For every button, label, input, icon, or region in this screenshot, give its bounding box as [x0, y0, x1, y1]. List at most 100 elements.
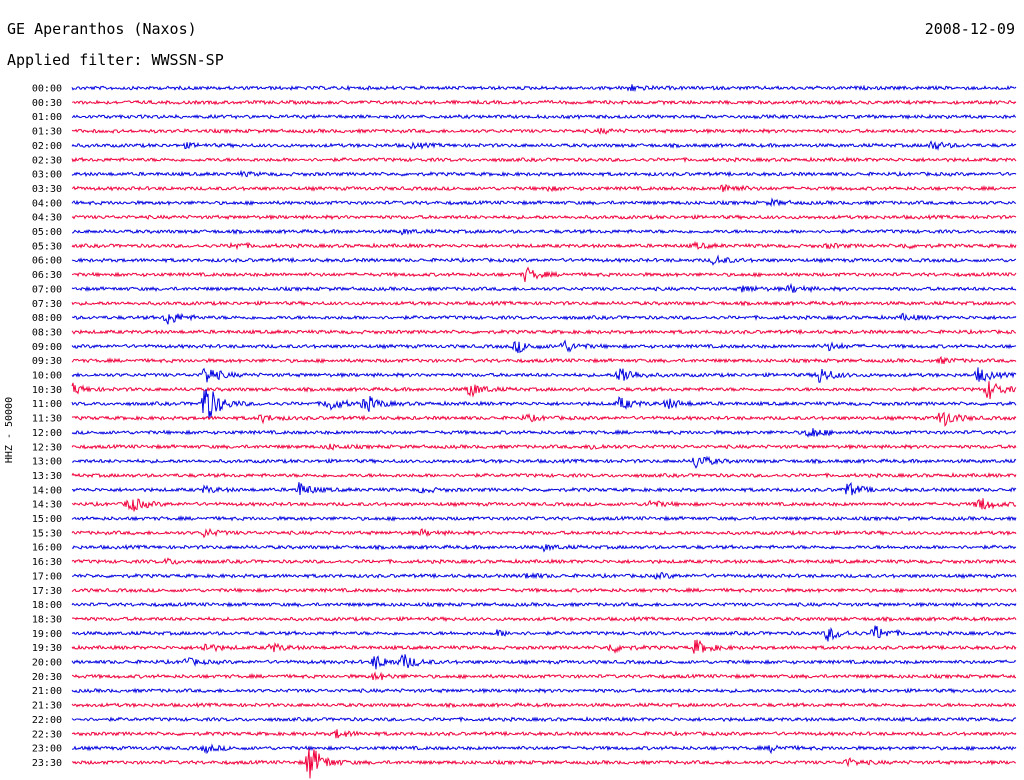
- trace-02-00: [71, 140, 1017, 151]
- time-label-03-00: 03:00: [32, 170, 62, 181]
- trace-05-30: [71, 240, 1017, 251]
- trace-21-30: [71, 701, 1017, 709]
- time-label-00-30: 00:30: [32, 98, 62, 109]
- time-label-21-00: 21:00: [32, 686, 62, 697]
- trace-03-30: [71, 183, 1017, 193]
- trace-17-00: [71, 571, 1017, 581]
- trace-09-30: [71, 355, 1017, 365]
- time-label-09-00: 09:00: [32, 342, 62, 353]
- time-label-17-00: 17:00: [32, 571, 62, 582]
- record-date: 2008-12-09: [924, 20, 1015, 38]
- time-label-02-30: 02:30: [32, 155, 62, 166]
- trace-20-30: [71, 671, 1017, 681]
- time-label-group: 00:00 00:30 01:00 01:30 02:00 02:30 03:00 03:30…: [32, 84, 62, 769]
- time-label-12-30: 12:30: [32, 442, 62, 453]
- trace-05-00: [71, 228, 1017, 236]
- trace-14-00: [71, 481, 1017, 496]
- time-label-18-00: 18:00: [32, 600, 62, 611]
- time-label-20-30: 20:30: [32, 672, 62, 683]
- trace-04-30: [71, 213, 1017, 221]
- trace-23-00: [71, 743, 1017, 755]
- time-label-13-00: 13:00: [32, 457, 62, 468]
- time-label-19-00: 19:00: [32, 629, 62, 640]
- time-label-05-00: 05:00: [32, 227, 62, 238]
- trace-01-00: [71, 113, 1017, 120]
- time-label-23-00: 23:00: [32, 744, 62, 755]
- time-label-04-00: 04:00: [32, 198, 62, 209]
- trace-18-30: [71, 615, 1017, 623]
- time-label-11-00: 11:00: [32, 399, 62, 410]
- time-label-22-30: 22:30: [32, 729, 62, 740]
- trace-23-30: [71, 748, 1017, 779]
- trace-15-00: [71, 515, 1017, 522]
- trace-07-00: [71, 282, 1017, 294]
- time-label-01-00: 01:00: [32, 112, 62, 123]
- time-label-13-30: 13:30: [32, 471, 62, 482]
- time-label-15-00: 15:00: [32, 514, 62, 525]
- trace-10-00: [71, 367, 1017, 383]
- trace-04-00: [71, 197, 1017, 208]
- trace-15-30: [71, 527, 1017, 539]
- trace-16-30: [71, 557, 1017, 565]
- trace-03-00: [71, 169, 1017, 178]
- time-label-21-30: 21:30: [32, 701, 62, 712]
- time-label-14-30: 14:30: [32, 500, 62, 511]
- trace-11-00: [71, 388, 1017, 419]
- trace-11-30: [71, 411, 1017, 427]
- station-title: GE Aperanthos (Naxos): [7, 20, 197, 38]
- time-label-03-30: 03:30: [32, 184, 62, 195]
- trace-22-30: [71, 729, 1017, 739]
- trace-18-00: [71, 601, 1017, 608]
- time-label-02-00: 02:00: [32, 141, 62, 152]
- trace-10-30: [71, 381, 1017, 400]
- trace-06-00: [71, 254, 1017, 266]
- trace-08-30: [71, 328, 1017, 336]
- trace-09-00: [71, 339, 1017, 354]
- time-label-07-00: 07:00: [32, 284, 62, 295]
- trace-01-30: [71, 127, 1017, 135]
- trace-08-00: [71, 312, 1017, 325]
- time-label-10-30: 10:30: [32, 385, 62, 396]
- time-label-18-30: 18:30: [32, 614, 62, 625]
- time-label-19-30: 19:30: [32, 643, 62, 654]
- trace-02-30: [71, 156, 1017, 163]
- trace-12-30: [71, 443, 1017, 451]
- trace-00-30: [71, 98, 1017, 106]
- time-label-17-30: 17:30: [32, 586, 62, 597]
- time-label-05-30: 05:30: [32, 241, 62, 252]
- time-label-16-00: 16:00: [32, 543, 62, 554]
- time-label-20-00: 20:00: [32, 658, 62, 669]
- time-label-00-00: 00:00: [32, 84, 62, 95]
- time-label-12-00: 12:00: [32, 428, 62, 439]
- time-label-11-30: 11:30: [32, 414, 62, 425]
- time-label-22-00: 22:00: [32, 715, 62, 726]
- filter-label: Applied filter: WWSSN-SP: [7, 51, 224, 69]
- trace-14-30: [71, 498, 1017, 512]
- trace-19-30: [71, 639, 1017, 655]
- time-label-14-00: 14:00: [32, 485, 62, 496]
- time-label-15-30: 15:30: [32, 528, 62, 539]
- trace-13-30: [71, 472, 1017, 479]
- trace-16-00: [71, 543, 1017, 553]
- trace-22-00: [71, 715, 1017, 723]
- time-label-06-00: 06:00: [32, 256, 62, 267]
- time-label-16-30: 16:30: [32, 557, 62, 568]
- time-label-08-30: 08:30: [32, 327, 62, 338]
- trace-00-00: [71, 84, 1017, 93]
- trace-20-00: [71, 654, 1017, 670]
- time-label-09-30: 09:30: [32, 356, 62, 367]
- time-label-10-00: 10:00: [32, 371, 62, 382]
- time-label-04-30: 04:30: [32, 213, 62, 224]
- trace-19-00: [71, 625, 1017, 642]
- trace-21-00: [71, 687, 1017, 695]
- trace-12-00: [71, 428, 1017, 438]
- trace-13-00: [71, 455, 1017, 469]
- trace-07-30: [71, 300, 1017, 307]
- time-label-07-30: 07:30: [32, 299, 62, 310]
- time-label-06-30: 06:30: [32, 270, 62, 281]
- time-label-08-00: 08:00: [32, 313, 62, 324]
- time-label-01-30: 01:30: [32, 127, 62, 138]
- trace-06-30: [71, 266, 1017, 283]
- trace-17-30: [71, 586, 1017, 594]
- time-label-23-30: 23:30: [32, 758, 62, 769]
